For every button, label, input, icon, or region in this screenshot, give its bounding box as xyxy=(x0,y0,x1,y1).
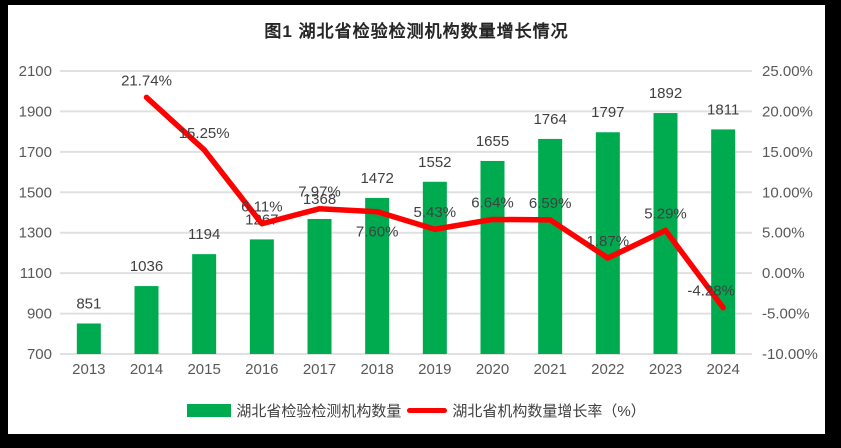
svg-text:6.59%: 6.59% xyxy=(529,195,572,212)
svg-text:1100: 1100 xyxy=(20,265,52,282)
svg-text:2024: 2024 xyxy=(706,361,739,378)
svg-text:-4.28%: -4.28% xyxy=(687,283,735,300)
svg-text:1368: 1368 xyxy=(303,191,336,208)
svg-text:1500: 1500 xyxy=(19,184,52,201)
svg-text:7.60%: 7.60% xyxy=(356,224,399,241)
svg-text:1797: 1797 xyxy=(591,104,624,121)
legend-item-line-series: 湖北省机构数量增长率（%） xyxy=(407,400,646,421)
svg-text:2021: 2021 xyxy=(533,361,566,378)
svg-text:2013: 2013 xyxy=(72,361,105,378)
bar-series-swatch-icon xyxy=(187,404,232,417)
svg-text:20.00%: 20.00% xyxy=(762,103,813,120)
svg-text:7.97%: 7.97% xyxy=(298,184,341,201)
svg-text:6.64%: 6.64% xyxy=(471,194,514,211)
svg-text:1900: 1900 xyxy=(19,103,52,120)
svg-text:15.25%: 15.25% xyxy=(179,125,230,142)
legend-item-bar-series: 湖北省检验检测机构数量 xyxy=(187,400,401,421)
svg-text:1892: 1892 xyxy=(649,85,682,102)
svg-text:6.11%: 6.11% xyxy=(241,199,282,216)
svg-text:851: 851 xyxy=(76,295,101,312)
svg-text:700: 700 xyxy=(27,346,52,363)
svg-text:1.87%: 1.87% xyxy=(587,233,630,250)
svg-text:900: 900 xyxy=(27,306,52,323)
legend-label-line-series: 湖北省机构数量增长率（%） xyxy=(452,403,646,420)
svg-text:1764: 1764 xyxy=(533,111,566,128)
svg-text:5.00%: 5.00% xyxy=(762,225,805,242)
svg-text:1300: 1300 xyxy=(19,225,52,242)
svg-text:2020: 2020 xyxy=(476,361,509,378)
svg-text:1655: 1655 xyxy=(476,133,509,150)
svg-text:1472: 1472 xyxy=(360,170,393,187)
svg-text:1194: 1194 xyxy=(188,226,220,243)
svg-text:2016: 2016 xyxy=(245,361,278,378)
svg-text:2023: 2023 xyxy=(649,361,682,378)
svg-text:2019: 2019 xyxy=(418,361,451,378)
svg-text:2018: 2018 xyxy=(360,361,393,378)
svg-text:2015: 2015 xyxy=(187,361,220,378)
svg-text:0.00%: 0.00% xyxy=(762,265,805,282)
chart-canvas: 图1 湖北省检验检测机构数量增长情况 2100 1900 1700 1500 1300 1… xyxy=(8,5,825,434)
chart-legend: 湖北省检验检测机构数量 湖北省机构数量增长率（%） xyxy=(8,400,825,421)
svg-text:-5.00%: -5.00% xyxy=(762,306,810,323)
legend-label-bar-series: 湖北省检验检测机构数量 xyxy=(236,403,402,420)
svg-text:1811: 1811 xyxy=(707,101,739,118)
line-series-swatch-icon xyxy=(407,408,448,413)
svg-text:5.29%: 5.29% xyxy=(644,205,687,222)
svg-text:5.43%: 5.43% xyxy=(414,204,457,221)
svg-text:2017: 2017 xyxy=(303,361,336,378)
chart-title: 图1 湖北省检验检测机构数量增长情况 xyxy=(264,22,569,41)
svg-text:10.00%: 10.00% xyxy=(762,184,813,201)
svg-text:1036: 1036 xyxy=(130,258,163,275)
svg-text:21.74%: 21.74% xyxy=(121,72,172,89)
svg-text:1700: 1700 xyxy=(19,144,52,161)
svg-text:1552: 1552 xyxy=(418,154,451,171)
combo-chart: 2100 1900 1700 1500 1300 1100 900 700 25.00% 20.0… xyxy=(19,63,818,378)
svg-text:25.00%: 25.00% xyxy=(762,63,813,80)
svg-text:2100: 2100 xyxy=(19,63,52,80)
svg-text:2014: 2014 xyxy=(130,361,163,378)
svg-text:15.00%: 15.00% xyxy=(762,144,813,161)
svg-text:2022: 2022 xyxy=(591,361,624,378)
svg-text:-10.00%: -10.00% xyxy=(762,346,818,363)
